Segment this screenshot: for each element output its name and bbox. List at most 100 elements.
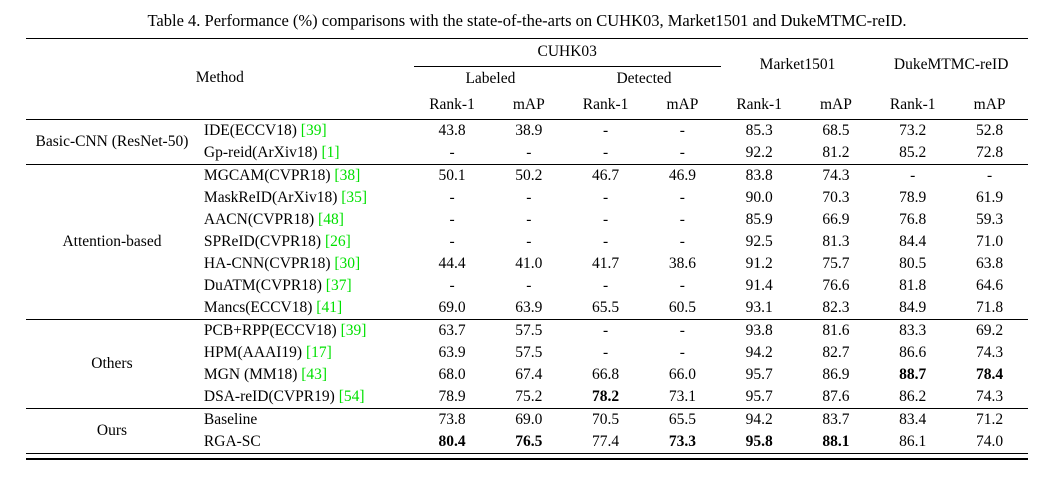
group-label: Ours — [96, 421, 128, 439]
citation-link[interactable]: [1] — [321, 143, 340, 161]
citation-link[interactable]: [39] — [340, 321, 367, 339]
method-cell: AACN(CVPR18) [48] — [198, 209, 414, 231]
cuhk03-header: CUHK03 — [413, 40, 721, 67]
value-cell: - — [526, 210, 532, 228]
method-cell: DSA-reID(CVPR19) [54] — [198, 386, 414, 409]
header-row-3: Rank-1 mAP Rank-1 mAP Rank-1 mAP Rank-1 … — [26, 93, 1028, 119]
value-cell: 50.2 — [515, 166, 543, 184]
method-group-2: Others PCB+RPP(ECCV18) [39] 63.7 57.5 - - 93.8… — [26, 319, 1028, 408]
value-cell: - — [449, 232, 455, 250]
citation-link[interactable]: [43] — [301, 365, 328, 383]
value-cell: - — [679, 143, 685, 161]
value-cell: 70.3 — [822, 188, 850, 206]
value-cell: 91.4 — [745, 276, 773, 294]
value-cell: 66.9 — [822, 210, 850, 228]
value-cell: 63.7 — [438, 321, 466, 339]
value-cell: 95.7 — [745, 365, 773, 383]
value-cell: 73.1 — [668, 387, 696, 405]
method-cell: HPM(AAAI19) [17] — [198, 342, 414, 364]
table-row: Others PCB+RPP(ECCV18) [39] 63.7 57.5 - - 93.8… — [26, 319, 1028, 372]
value-cell: 92.2 — [745, 143, 773, 161]
duke-header: DukeMTMC-reID — [893, 56, 1009, 74]
paper-page: Table 4. Performance (%) comparisons wit… — [26, 11, 1028, 460]
value-cell: - — [603, 210, 609, 228]
method-cell: Gp-reid(ArXiv18) [1] — [198, 142, 414, 165]
method-cell: MaskReID(ArXiv18) [35] — [198, 187, 414, 209]
value-cell: 91.2 — [745, 254, 773, 272]
value-cell: 74.3 — [976, 343, 1004, 361]
value-cell: 44.4 — [438, 254, 466, 272]
value-cell: 74.3 — [822, 166, 850, 184]
method-group-3: Ours Baseline 73.8 69.0 70.5 65.5 94.2 83.7 83.4… — [26, 408, 1028, 453]
value-cell: 95.8 — [745, 432, 773, 450]
value-cell: 83.4 — [899, 410, 927, 428]
labeled-header: Labeled — [465, 69, 516, 87]
table-row: DuATM(CVPR18) [37] - - - - 91.4 76.6 81.8 64.6 — [26, 275, 1028, 297]
value-cell: 41.0 — [515, 254, 543, 272]
detected-header: Detected — [616, 69, 672, 87]
value-cell: - — [679, 210, 685, 228]
value-cell: 73.2 — [899, 121, 927, 139]
value-cell: 73.8 — [438, 410, 466, 428]
citation-link[interactable]: [54] — [338, 387, 365, 405]
citation-link[interactable]: [35] — [341, 188, 368, 206]
table-row: MGN (MM18) [43] 68.0 67.4 66.8 66.0 95.7 86.9 8… — [26, 364, 1028, 386]
value-cell: 71.8 — [976, 298, 1004, 316]
value-cell: 92.5 — [745, 232, 773, 250]
value-cell: 64.6 — [976, 276, 1004, 294]
value-cell: 78.2 — [592, 387, 620, 405]
method-name: PCB+RPP(ECCV18) — [203, 321, 341, 339]
group-label: Attention-based — [62, 232, 162, 250]
table-row: Basic-CNN (ResNet-50) IDE(ECCV18) [39] 43.… — [26, 119, 1028, 150]
value-cell: 94.2 — [745, 343, 773, 361]
value-cell: - — [449, 210, 455, 228]
value-cell: - — [526, 188, 532, 206]
citation-link[interactable]: [41] — [316, 298, 343, 316]
value-cell: 84.9 — [899, 298, 927, 316]
value-cell: 95.7 — [745, 387, 773, 405]
value-cell: 72.8 — [976, 143, 1004, 161]
map-header: mAP — [973, 95, 1006, 113]
citation-link[interactable]: [38] — [334, 166, 361, 184]
value-cell: 81.3 — [822, 232, 850, 250]
value-cell: 80.4 — [438, 432, 466, 450]
method-name: RGA-SC — [203, 432, 261, 450]
method-cell: MGCAM(CVPR18) [38] — [198, 164, 414, 187]
citation-link[interactable]: [30] — [334, 254, 361, 272]
method-name: MaskReID(ArXiv18) — [203, 188, 342, 206]
value-cell: 71.0 — [976, 232, 1004, 250]
value-cell: 68.0 — [438, 365, 466, 383]
value-cell: - — [449, 276, 455, 294]
value-cell: 81.6 — [822, 321, 850, 339]
method-cell: IDE(ECCV18) [39] — [198, 119, 414, 142]
citation-link[interactable]: [26] — [324, 232, 351, 250]
table-row: SPReID(CVPR18) [26] - - - - 92.5 81.3 84.4 71.0 — [26, 231, 1028, 253]
method-group-1: Attention-based MGCAM(CVPR18) [38] 50.1 50.… — [26, 164, 1028, 319]
value-cell: 78.9 — [899, 188, 927, 206]
value-cell: 69.0 — [515, 410, 543, 428]
citation-link[interactable]: [37] — [325, 276, 352, 294]
group-label: Basic-CNN (ResNet-50) — [35, 132, 189, 150]
value-cell: 50.1 — [438, 166, 466, 184]
value-cell: 93.1 — [745, 298, 773, 316]
value-cell: 82.3 — [822, 298, 850, 316]
value-cell: 52.8 — [976, 121, 1004, 139]
citation-link[interactable]: [39] — [300, 121, 327, 139]
map-header: mAP — [666, 95, 699, 113]
value-cell: - — [603, 343, 609, 361]
method-cell: MGN (MM18) [43] — [198, 364, 414, 386]
table-row: HPM(AAAI19) [17] 63.9 57.5 - - 94.2 82.7 86.6 74… — [26, 342, 1028, 364]
value-cell: - — [679, 276, 685, 294]
value-cell: 66.0 — [668, 365, 696, 383]
value-cell: 82.7 — [822, 343, 850, 361]
method-name: DuATM(CVPR18) — [203, 276, 326, 294]
rank1-header: Rank-1 — [889, 95, 936, 113]
method-name: HA-CNN(CVPR18) — [203, 254, 335, 272]
value-cell: 74.3 — [976, 387, 1004, 405]
value-cell: 83.8 — [745, 166, 773, 184]
table-row: Ours Baseline 73.8 69.0 70.5 65.5 94.2 83.7 83.4… — [26, 408, 1028, 439]
citation-link[interactable]: [17] — [305, 343, 332, 361]
value-cell: - — [526, 143, 532, 161]
value-cell: 46.7 — [592, 166, 620, 184]
citation-link[interactable]: [48] — [318, 210, 344, 228]
